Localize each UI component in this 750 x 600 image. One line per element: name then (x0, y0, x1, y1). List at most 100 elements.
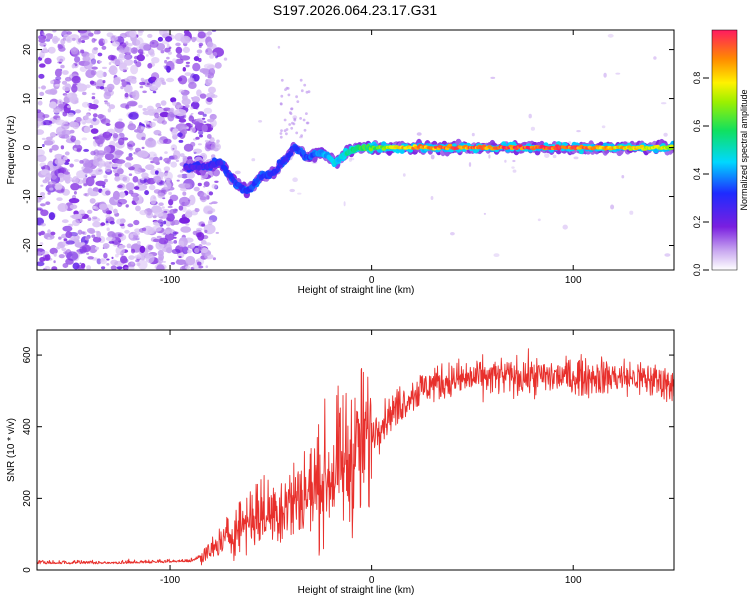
spectrogram-cell (104, 178, 108, 183)
spectrogram-cell (163, 138, 172, 144)
spectrogram-cell (175, 46, 183, 54)
colorbar-tick-label: 0.0 (692, 264, 702, 277)
spectrogram-cell (66, 92, 78, 100)
spectrogram-cell (160, 100, 167, 106)
spectrogram-cell (173, 150, 181, 160)
spectrogram-cell (149, 39, 159, 48)
spectrogram-cell (180, 226, 192, 233)
spectrogram-cell (62, 85, 71, 92)
spectrogram-cell (79, 218, 83, 222)
spectrogram-cell (82, 91, 87, 96)
spectrogram-cell (120, 86, 124, 90)
spectrogram-cell (92, 205, 96, 210)
spectrogram-cell (79, 30, 91, 38)
spectrogram-cell (171, 130, 178, 136)
spectrogram-cell (82, 167, 93, 174)
spectrogram-cell (96, 150, 106, 156)
spectrogram-cell (300, 134, 303, 138)
spectrogram-cell (172, 101, 177, 106)
spectrogram-cells (37, 30, 674, 270)
spectrogram-cell (251, 158, 256, 162)
spectrogram-cell (130, 261, 135, 265)
spectrogram-cell (166, 56, 170, 60)
spectrogram-cell (71, 84, 78, 93)
spectrogram-cell (203, 185, 206, 188)
spectrogram-cell (42, 179, 48, 184)
spectrogram-cell (110, 265, 117, 270)
spectrogram-cell (169, 107, 175, 113)
spectrogram-y-tick-label: -20 (22, 238, 33, 253)
spectrogram-cell (70, 135, 77, 143)
spectrogram-cell (56, 37, 61, 41)
spectrogram-cell (430, 196, 434, 200)
spectrogram-cell (155, 170, 159, 175)
spectrogram-cell (166, 247, 173, 254)
spectrogram-cell (179, 169, 184, 173)
spectrogram-cell (663, 132, 668, 137)
spectrogram-cell (142, 108, 147, 111)
spectrogram-cell (88, 103, 99, 110)
spectrogram-cell (100, 258, 107, 265)
spectrogram-cell (95, 86, 101, 90)
spectrogram-cell (64, 171, 70, 175)
spectrogram-cell (99, 201, 107, 210)
spectrogram-cell (483, 212, 486, 215)
spectrogram-cell (47, 181, 51, 185)
spectrogram-cell (142, 110, 151, 116)
spectrogram-cell (205, 242, 212, 246)
spectrogram-cell (136, 37, 144, 48)
spectrogram-cell (94, 135, 105, 145)
spectrogram-cell (111, 256, 114, 260)
spectrogram-cell (153, 189, 161, 194)
spectrogram-cell (62, 225, 73, 232)
spectrogram-cell (140, 77, 145, 82)
spectrogram-cell (64, 76, 72, 82)
spectrogram-cell (205, 74, 208, 77)
spectrogram-cell (103, 91, 112, 100)
spectrogram-cell (204, 253, 214, 260)
spectrogram-cell (115, 253, 119, 258)
spectrogram-cell (54, 158, 66, 166)
spectrogram-cell (37, 129, 45, 135)
spectrogram-cell (90, 58, 97, 65)
spectrogram-cell (163, 232, 167, 235)
spectrogram-cell (38, 73, 45, 79)
spectrogram-cell (71, 213, 83, 220)
spectrogram-cell (118, 53, 125, 59)
spectrogram-cell (166, 43, 170, 48)
spectrogram-cell (132, 90, 140, 101)
spectrogram-cell (119, 191, 126, 198)
spectrogram-cell (45, 136, 53, 141)
spectrogram-cell (149, 51, 155, 57)
spectrogram-cell (162, 212, 168, 219)
figure-title: S197.2026.064.23.17.G31 (273, 2, 437, 18)
spectrogram-cell (61, 80, 68, 85)
spectrogram-cell (165, 213, 175, 222)
spectrogram-cell (81, 40, 86, 43)
spectrogram-cell (142, 227, 147, 232)
spectrogram-cell (115, 159, 126, 164)
spectrogram-cell (601, 125, 606, 129)
spectrogram-cell (105, 220, 109, 224)
spectrogram-cell (98, 160, 106, 166)
spectrogram-cell (65, 231, 73, 239)
spectrogram-cell (52, 30, 57, 33)
spectrogram-cell (40, 251, 49, 256)
spectrogram-cell (279, 102, 283, 105)
spectrogram-cell (40, 184, 44, 187)
spectrogram-cell (155, 102, 161, 108)
spectrogram-cell (157, 36, 163, 42)
spectrogram-x-label: Height of straight line (km) (298, 285, 415, 296)
spectrogram-cell (122, 176, 127, 182)
spectrogram-cell (202, 117, 206, 120)
spectrogram-cell (183, 30, 190, 35)
spectrogram-cell (102, 80, 106, 84)
spectrogram-cell (41, 85, 46, 90)
spectrogram-cell (292, 177, 298, 182)
spectrogram-cell (106, 263, 110, 266)
spectrogram-cell (54, 68, 62, 78)
spectrogram-cell (170, 97, 177, 103)
spectrogram-cell (175, 259, 187, 265)
spectrogram-cell (60, 64, 65, 69)
spectrogram-cell (96, 258, 102, 265)
